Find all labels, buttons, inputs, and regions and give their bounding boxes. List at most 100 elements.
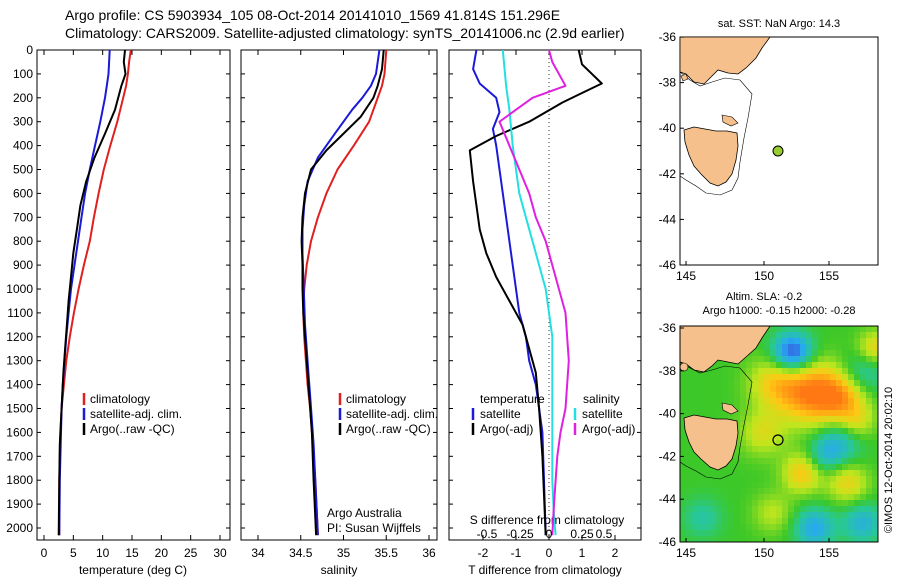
sla-cell [680, 518, 686, 524]
sla-cell [824, 446, 830, 452]
sla-cell [770, 488, 776, 494]
sla-cell [794, 530, 800, 536]
sla-cell [794, 488, 800, 494]
sla-cell [806, 452, 812, 458]
sla-cell [734, 470, 740, 476]
sla-cell [806, 368, 812, 374]
sla-cell [800, 362, 806, 368]
sla-cell [842, 488, 848, 494]
sla-cell [716, 530, 722, 536]
sla-cell [752, 398, 758, 404]
sla-cell [728, 374, 734, 380]
sla-cell [836, 458, 842, 464]
sla-cell [872, 326, 878, 332]
sla-cell [788, 494, 794, 500]
sla-cell [770, 398, 776, 404]
sla-cell [872, 524, 878, 530]
sla-cell [782, 332, 788, 338]
sla-cell [824, 500, 830, 506]
sla-cell [800, 428, 806, 434]
sla-cell [806, 338, 812, 344]
sla-cell [848, 518, 854, 524]
sla-cell [818, 470, 824, 476]
sla-cell [722, 392, 728, 398]
x-tick-label: 34 [251, 546, 265, 560]
sla-cell [686, 398, 692, 404]
sla-cell [788, 362, 794, 368]
sla-cell [824, 416, 830, 422]
sla-cell [872, 392, 878, 398]
sla-cell [830, 410, 836, 416]
sla-cell [734, 518, 740, 524]
sla-cell [830, 458, 836, 464]
sla-cell [854, 374, 860, 380]
sla-cell [722, 536, 728, 542]
depth-tick-label: 1900 [6, 497, 33, 511]
sla-cell [710, 398, 716, 404]
sla-cell [734, 410, 740, 416]
sla-cell [686, 476, 692, 482]
sla-cell [854, 380, 860, 386]
sla-cell [824, 452, 830, 458]
sla-cell [782, 344, 788, 350]
sla-cell [866, 464, 872, 470]
sla-cell [782, 452, 788, 458]
sla-cell [686, 530, 692, 536]
sla-cell [860, 344, 866, 350]
sla-cell [698, 380, 704, 386]
sla-cell [788, 500, 794, 506]
sla-cell [806, 488, 812, 494]
sla-cell [824, 344, 830, 350]
sla-cell [746, 446, 752, 452]
series-line-argo-raw-qc- [300, 50, 385, 536]
sla-cell [854, 428, 860, 434]
sla-cell [860, 350, 866, 356]
sla-cell [848, 446, 854, 452]
sla-cell [824, 326, 830, 332]
sla-cell [686, 494, 692, 500]
legend-t-argo: Argo(-adj) [480, 422, 533, 436]
legend-temperature-title: temperature [480, 392, 545, 406]
sla-cell [842, 398, 848, 404]
sla-cell [752, 470, 758, 476]
sla-cell [800, 470, 806, 476]
sla-cell [836, 326, 842, 332]
sla-cell [686, 410, 692, 416]
sla-cell [818, 344, 824, 350]
sla-cell [794, 434, 800, 440]
header-line-1: Argo profile: CS 5903934_105 08-Oct-2014… [65, 7, 561, 23]
sla-cell [860, 464, 866, 470]
sla-cell [818, 410, 824, 416]
sla-cell [788, 434, 794, 440]
sla-cell [692, 374, 698, 380]
sla-cell [782, 422, 788, 428]
sla-cell [680, 494, 686, 500]
sla-cell [788, 422, 794, 428]
sla-cell [740, 410, 746, 416]
sla-cell [770, 374, 776, 380]
sla-cell [836, 416, 842, 422]
sla-cell [866, 434, 872, 440]
sla-cell [764, 416, 770, 422]
sla-cell [746, 416, 752, 422]
sla-cell [848, 326, 854, 332]
sla-cell [692, 464, 698, 470]
sla-cell [848, 536, 854, 542]
sla-cell [800, 434, 806, 440]
s-diff-tick-label: 0.25 [570, 527, 594, 541]
sla-cell [830, 350, 836, 356]
sla-cell [758, 464, 764, 470]
sla-cell [686, 368, 692, 374]
mainland-australia [680, 37, 771, 85]
sla-cell [854, 476, 860, 482]
sla-cell [722, 464, 728, 470]
sla-cell [854, 482, 860, 488]
lat-tick-label: -44 [659, 212, 677, 226]
sla-cell [872, 482, 878, 488]
sla-cell [848, 344, 854, 350]
sla-cell [758, 518, 764, 524]
sla-cell [812, 416, 818, 422]
legend-satellite: satellite-adj. clim. [90, 407, 182, 421]
sla-cell [734, 440, 740, 446]
sla-cell [818, 422, 824, 428]
